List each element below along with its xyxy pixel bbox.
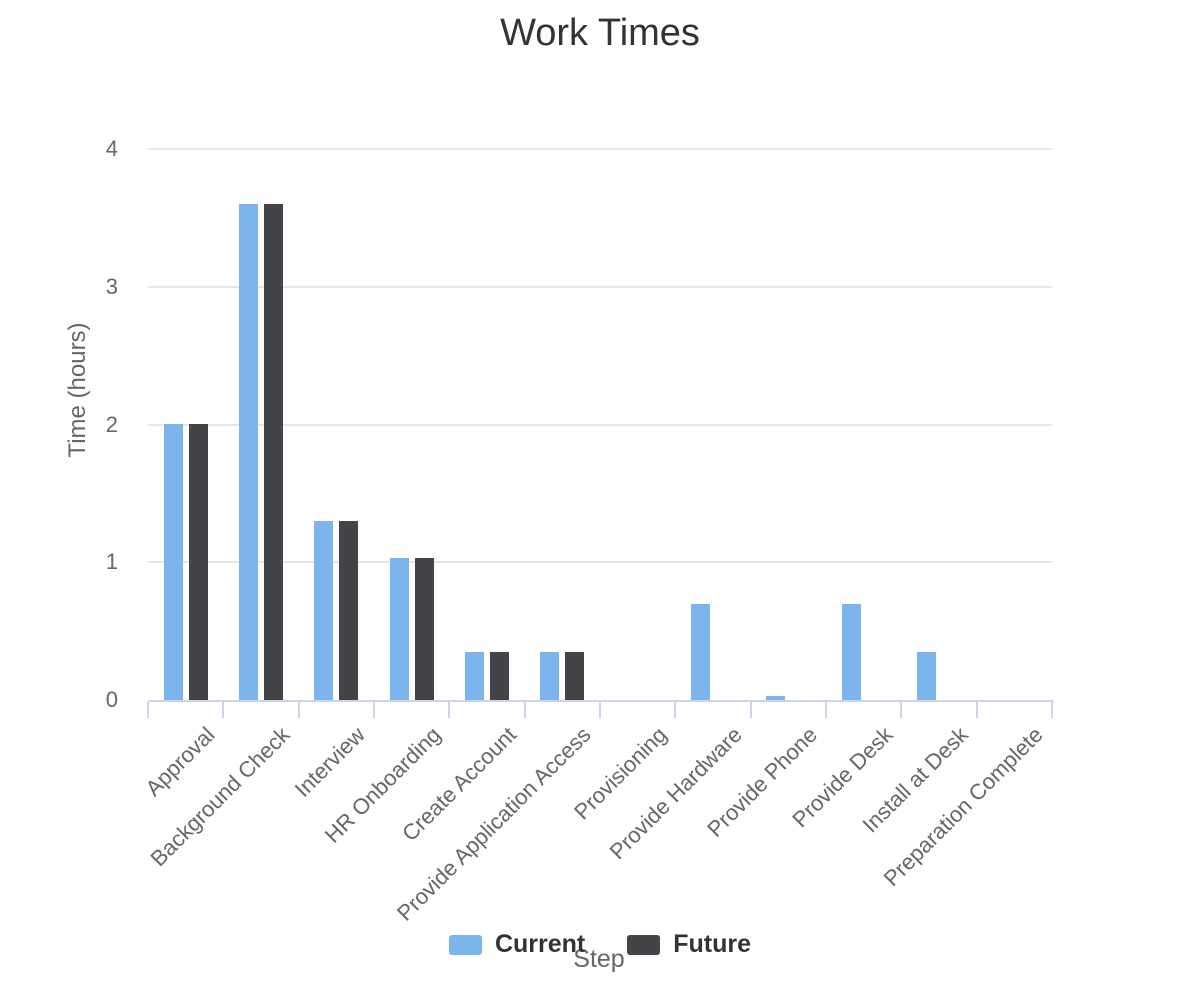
y-tick-label: 2 xyxy=(105,411,118,437)
bar-future[interactable] xyxy=(565,652,584,700)
legend-swatch-icon xyxy=(627,934,661,955)
y-tick-label: 1 xyxy=(105,549,118,575)
x-axis-line xyxy=(148,700,1054,702)
y-tick-label: 0 xyxy=(105,687,118,712)
x-tick-mark xyxy=(749,702,752,718)
x-tick-mark xyxy=(147,702,149,718)
chart-title: Work Times xyxy=(500,12,700,54)
x-tick-mark xyxy=(1051,702,1053,718)
bar-future[interactable] xyxy=(189,424,208,700)
bar-current[interactable] xyxy=(766,696,785,700)
bar-current[interactable] xyxy=(164,424,183,700)
x-tick-mark xyxy=(373,702,375,718)
bar-current[interactable] xyxy=(239,204,258,700)
x-axis-title: Step xyxy=(573,945,625,973)
gridline xyxy=(148,148,1052,150)
y-tick-label: 4 xyxy=(105,136,118,161)
bar-current[interactable] xyxy=(842,604,861,700)
x-tick-mark xyxy=(599,702,601,718)
legend-swatch-icon xyxy=(448,934,482,955)
gridline xyxy=(148,285,1052,288)
bar-future[interactable] xyxy=(415,558,434,700)
x-category-label: Provide Hardware xyxy=(604,722,747,865)
bar-current[interactable] xyxy=(465,652,484,700)
x-tick-mark xyxy=(674,702,677,718)
x-tick-mark xyxy=(523,702,526,718)
legend: Current Future xyxy=(0,930,1200,959)
gridline xyxy=(148,423,1052,426)
bar-current[interactable] xyxy=(917,652,936,700)
legend-item-current[interactable]: Current xyxy=(448,930,586,959)
x-category-label: Background Check xyxy=(145,722,295,872)
legend-item-future[interactable]: Future xyxy=(627,930,751,959)
bar-future[interactable] xyxy=(264,204,283,700)
y-tick-label: 3 xyxy=(105,273,118,299)
bar-current[interactable] xyxy=(691,604,710,700)
x-tick-mark xyxy=(900,702,903,718)
bar-future[interactable] xyxy=(490,652,509,700)
legend-label: Current xyxy=(494,930,586,958)
x-tick-mark xyxy=(297,702,300,718)
x-tick-mark xyxy=(825,702,827,718)
x-tick-mark xyxy=(448,702,451,718)
bar-current[interactable] xyxy=(314,521,333,700)
x-tick-mark xyxy=(222,702,225,718)
gridline xyxy=(148,561,1052,564)
legend-label: Future xyxy=(673,930,752,958)
bar-current[interactable] xyxy=(540,652,559,700)
x-tick-mark xyxy=(975,702,978,718)
bar-future[interactable] xyxy=(339,521,358,700)
bar-current[interactable] xyxy=(390,558,409,700)
